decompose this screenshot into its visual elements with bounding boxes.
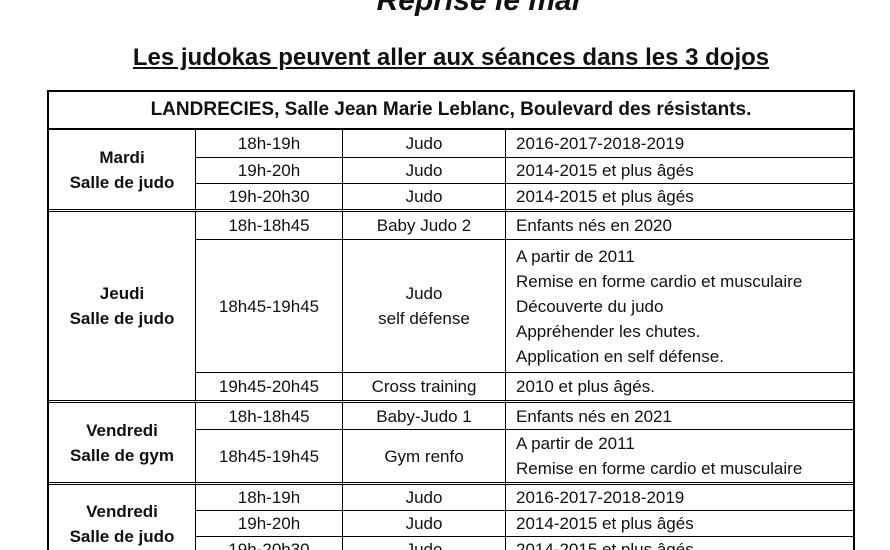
audience-cell: 2016-2017-2018-2019: [505, 482, 853, 510]
activity-cell: Judo: [342, 510, 505, 536]
time-cell: 18h-18h45: [195, 209, 342, 239]
cell-line: 2010 et plus âgés.: [516, 377, 655, 396]
group-day: Jeudi: [99, 284, 145, 303]
audience-cell: 2016-2017-2018-2019: [505, 129, 853, 157]
title: Reprise le mar: [376, 0, 584, 17]
cell-line: Gym renfo: [384, 446, 464, 466]
cell-line: Judo: [405, 540, 443, 550]
audience-cell: 2014-2015 et plus âgés: [505, 510, 853, 536]
cell-line: 19h-20h30: [228, 187, 310, 206]
activity-cell: Baby-Judo 1: [342, 400, 505, 429]
audience-cell: 2014-2015 et plus âgés: [505, 183, 853, 209]
group-cell: Vendredi Salle de judo: [49, 482, 195, 550]
audience-cell: 2014-2015 et plus âgés: [505, 157, 853, 183]
audience-cell: A partir de 2011 Remise en forme cardio e…: [505, 239, 853, 372]
cell-line: 18h45-19h45: [218, 296, 320, 316]
group-cell: Jeudi Salle de judo: [49, 209, 195, 400]
cell-line: 19h-20h: [237, 161, 301, 180]
table-heading: LANDRECIES, Salle Jean Marie Leblanc, Bo…: [49, 92, 853, 130]
group-day: Vendredi: [86, 420, 158, 440]
group-room: Salle de gym: [70, 445, 174, 465]
subtitle: Les judokas peuvent aller aux séances da…: [132, 44, 770, 71]
cell-line: Judo: [405, 284, 443, 303]
activity-cell: Judo: [342, 482, 505, 510]
time-cell: 18h45-19h45: [195, 239, 342, 372]
audience-cell: 2010 et plus âgés.: [505, 372, 853, 400]
activity-cell: Judo: [342, 183, 505, 209]
group-day: Vendredi: [86, 501, 158, 521]
time-cell: 19h-20h30: [195, 183, 342, 209]
audience-cell: Enfants nés en 2021: [505, 400, 853, 429]
cell-line: self défense: [378, 309, 470, 328]
cell-line: Judo: [405, 161, 443, 180]
audience-cell: A partir de 2011 Remise en forme cardio e…: [505, 429, 853, 482]
group-cell: Mardi Salle de judo: [49, 129, 195, 209]
activity-cell: Baby Judo 2: [342, 209, 505, 239]
group-room: Salle de judo: [69, 172, 175, 192]
cell-line: Judo: [405, 514, 443, 533]
cell-line: Baby-Judo 1: [376, 406, 472, 426]
cell-line: 2014-2015 et plus âgés: [516, 540, 694, 550]
group-room: Salle de judo: [69, 309, 175, 328]
cell-line: Découverte du judo: [516, 296, 664, 316]
activity-cell: Cross training: [342, 372, 505, 400]
cell-line: Judo: [405, 134, 443, 153]
group-cell: Vendredi Salle de gym: [49, 400, 195, 482]
cell-line: Judo: [405, 488, 443, 507]
cell-line: 19h45-20h45: [218, 377, 320, 396]
cell-line: Enfants nés en 2020: [516, 216, 672, 235]
cell-line: Baby Judo 2: [376, 216, 472, 235]
time-cell: 18h-19h: [195, 129, 342, 157]
group-day: Mardi: [99, 147, 145, 167]
cell-line: 18h-18h45: [228, 216, 310, 235]
activity-cell: Judo: [342, 536, 505, 550]
cell-line: 18h-18h45: [228, 406, 310, 426]
activity-cell: Judo self défense: [342, 239, 505, 372]
time-cell: 19h45-20h45: [195, 372, 342, 400]
cell-line: 18h45-19h45: [218, 446, 320, 466]
cell-line: A partir de 2011: [516, 246, 635, 266]
time-cell: 19h-20h30: [195, 536, 342, 550]
cell-line: Appréhender les chutes.: [516, 321, 701, 341]
cell-line: A partir de 2011: [516, 434, 635, 453]
cell-line: Remise en forme cardio et musculaire: [516, 459, 803, 478]
cell-line: Remise en forme cardio et musculaire: [516, 271, 803, 291]
cell-line: 18h-19h: [237, 488, 301, 507]
activity-cell: Judo: [342, 157, 505, 183]
cell-line: 19h-20h30: [228, 540, 310, 550]
cell-line: 2014-2015 et plus âgés: [516, 161, 694, 180]
schedule-table: LANDRECIES, Salle Jean Marie Leblanc, Bo…: [47, 90, 855, 550]
activity-cell: Gym renfo: [342, 429, 505, 482]
group-room: Salle de judo: [69, 526, 175, 546]
cell-line: Application en self défense.: [516, 346, 724, 366]
cell-line: Enfants nés en 2021: [516, 406, 672, 426]
cell-line: 2016-2017-2018-2019: [516, 488, 685, 507]
activity-cell: Judo: [342, 129, 505, 157]
time-cell: 18h45-19h45: [195, 429, 342, 482]
cell-line: 2014-2015 et plus âgés: [516, 514, 694, 533]
time-cell: 19h-20h: [195, 510, 342, 536]
cell-line: 2014-2015 et plus âgés: [516, 187, 694, 206]
cell-line: Cross training: [371, 377, 477, 396]
cell-line: 2016-2017-2018-2019: [516, 134, 685, 153]
cell-line: 18h-19h: [237, 134, 301, 153]
time-cell: 18h-19h: [195, 482, 342, 510]
time-cell: 19h-20h: [195, 157, 342, 183]
time-cell: 18h-18h45: [195, 400, 342, 429]
audience-cell: 2014-2015 et plus âgés: [505, 536, 853, 550]
cell-line: 19h-20h: [237, 514, 301, 533]
cell-line: Judo: [405, 187, 443, 206]
audience-cell: Enfants nés en 2020: [505, 209, 853, 239]
